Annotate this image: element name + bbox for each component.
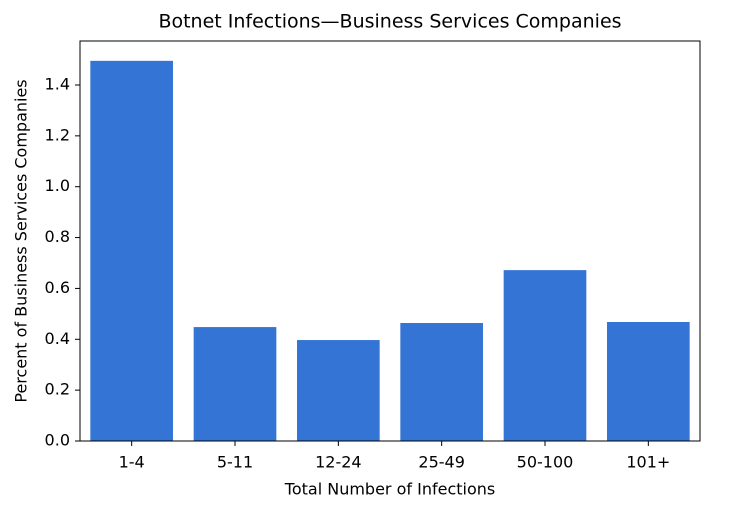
chart-title: Botnet Infections—Business Services Comp… bbox=[158, 11, 621, 33]
bar bbox=[90, 60, 173, 441]
x-tick-label: 12-24 bbox=[315, 453, 362, 472]
y-tick-label: 1.0 bbox=[45, 176, 70, 195]
bar bbox=[400, 323, 483, 441]
x-axis-label: Total Number of Infections bbox=[284, 480, 495, 499]
y-axis-label: Percent of Business Services Companies bbox=[12, 79, 31, 402]
bar bbox=[297, 340, 380, 441]
y-tick-label: 1.2 bbox=[45, 125, 70, 144]
y-tick-label: 0.6 bbox=[45, 278, 70, 297]
y-tick-label: 0.0 bbox=[45, 431, 70, 450]
bar bbox=[607, 321, 690, 441]
bar bbox=[193, 327, 277, 441]
x-tick-label: 50-100 bbox=[517, 453, 574, 472]
y-tick-label: 0.2 bbox=[45, 380, 70, 399]
plot-frame bbox=[79, 40, 701, 442]
x-tick-label: 5-11 bbox=[217, 453, 253, 472]
y-tick-label: 0.8 bbox=[45, 227, 70, 246]
x-tick-label: 101+ bbox=[626, 453, 670, 472]
x-tick-label: 25-49 bbox=[418, 453, 465, 472]
y-tick-label: 1.4 bbox=[45, 74, 70, 93]
bar bbox=[503, 270, 587, 441]
y-tick-label: 0.4 bbox=[45, 329, 70, 348]
x-tick-label: 1-4 bbox=[119, 453, 145, 472]
